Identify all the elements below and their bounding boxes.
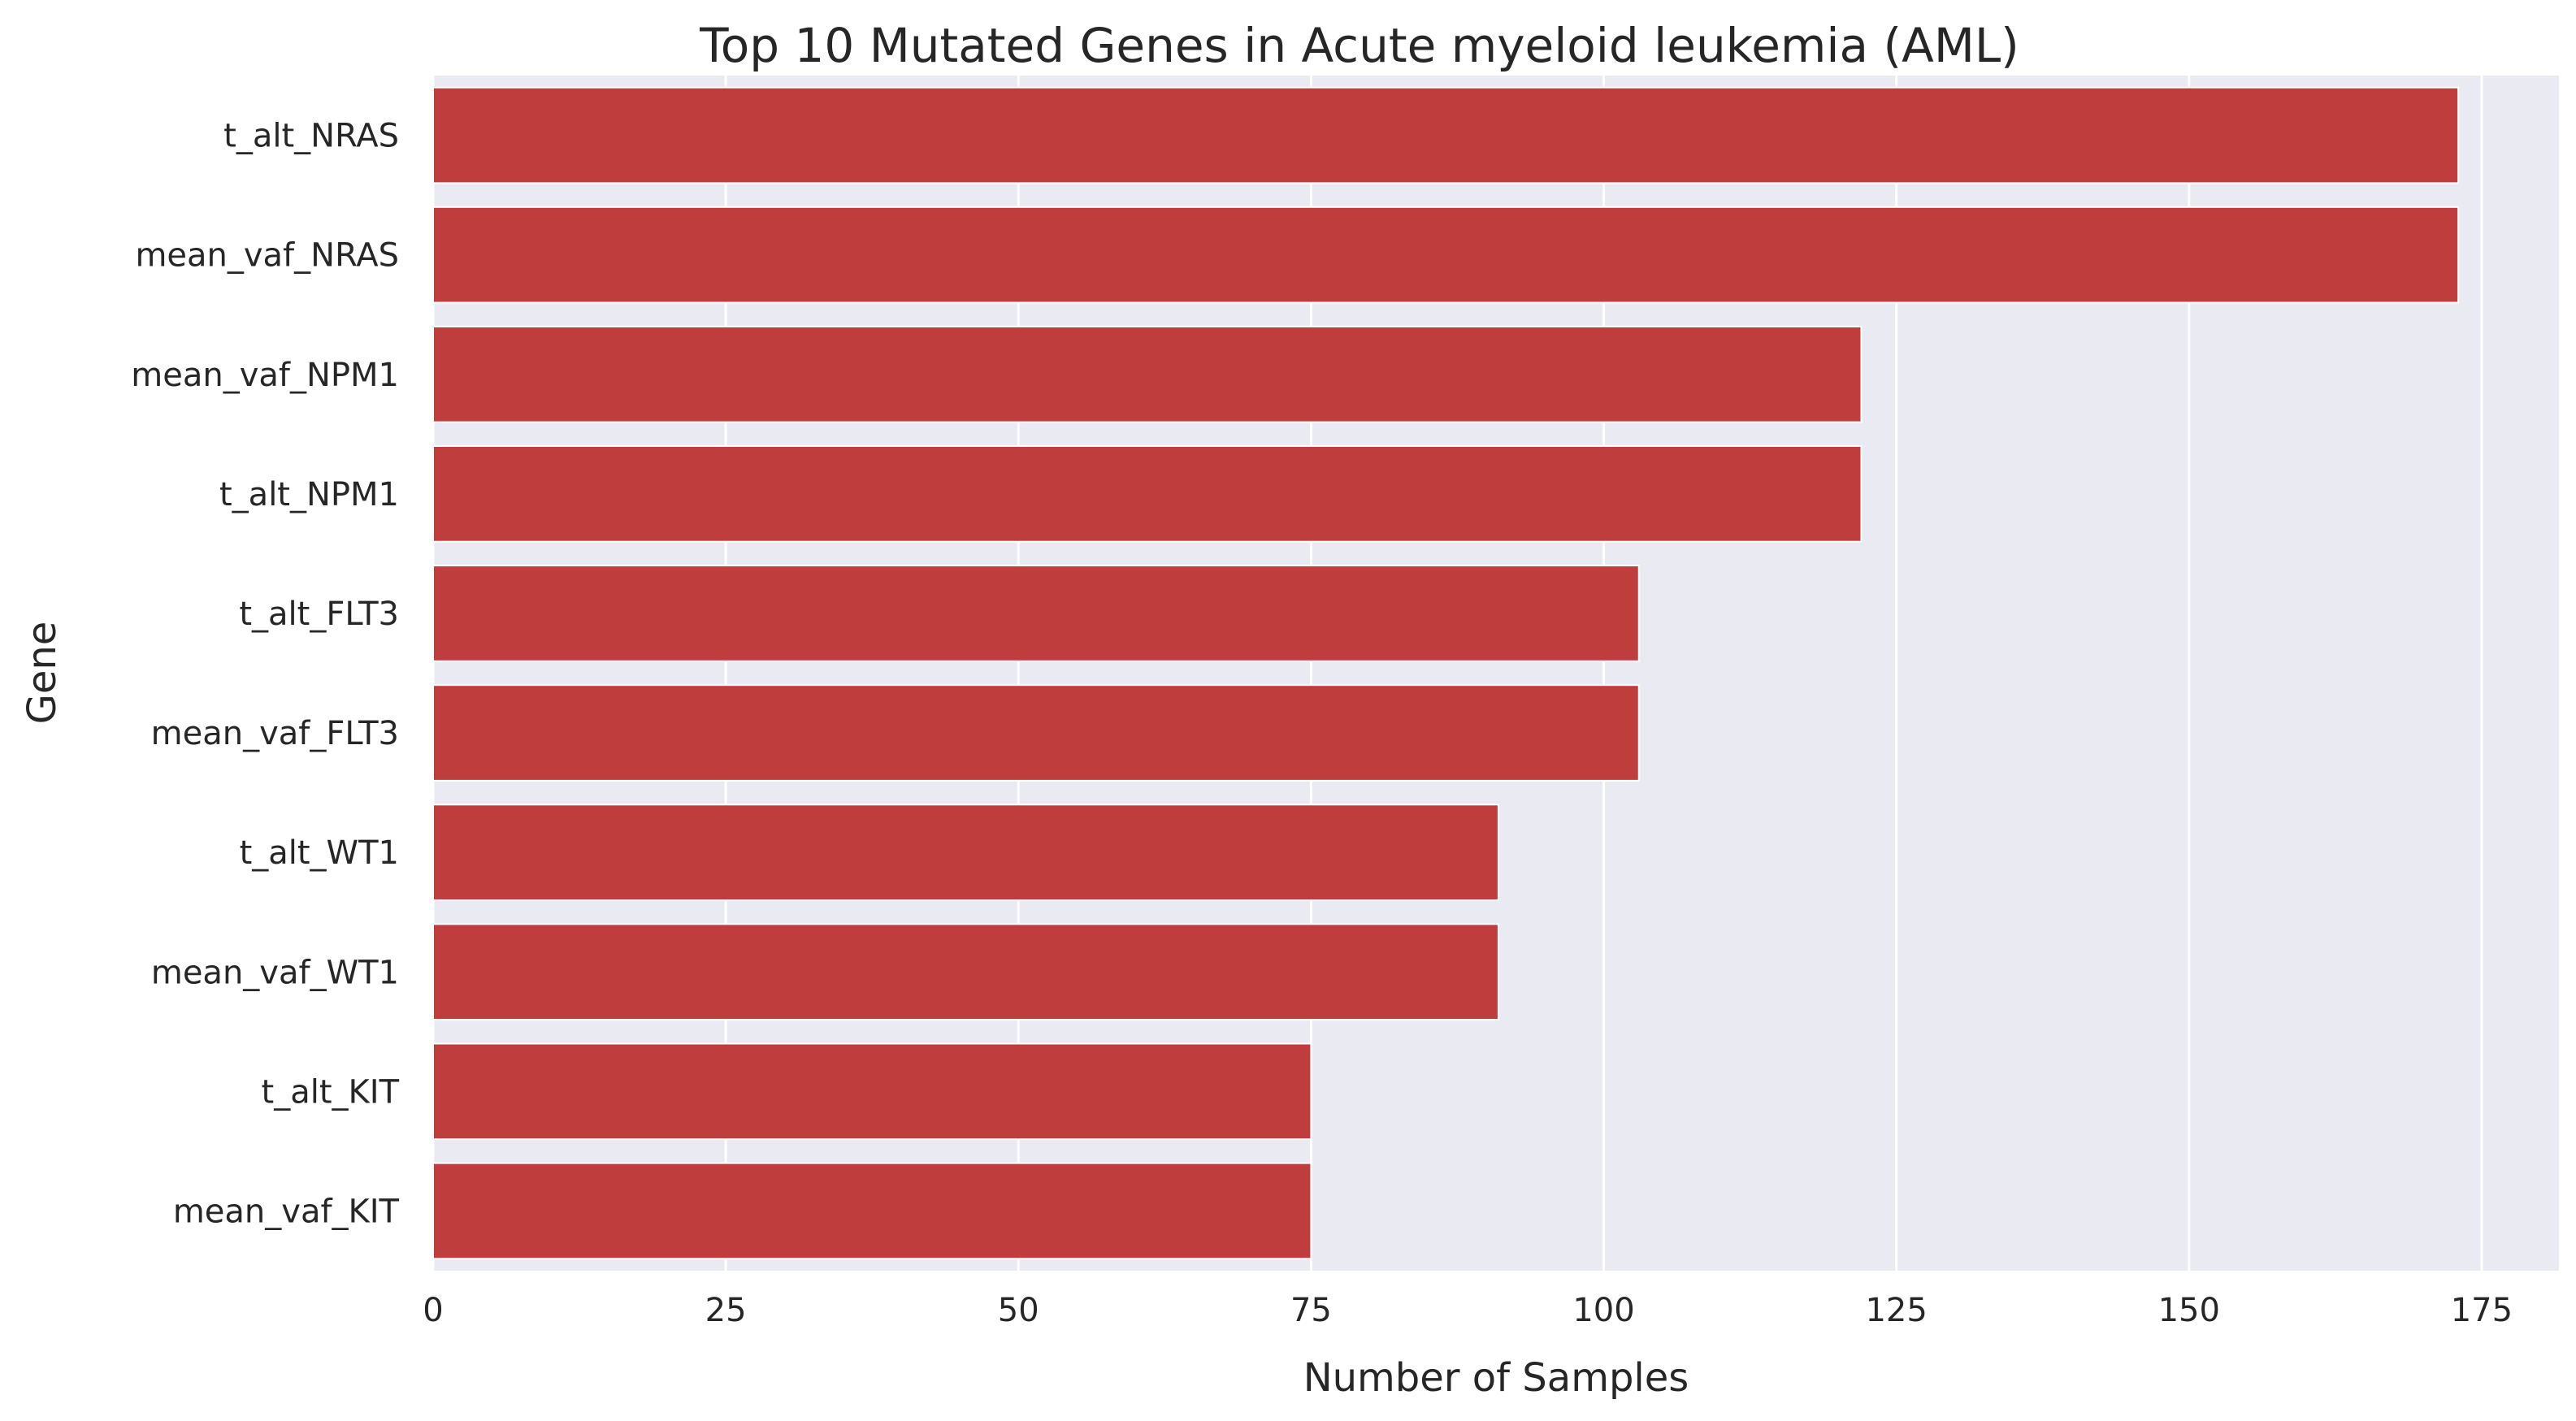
bar <box>432 325 1863 423</box>
x-axis-label: Number of Samples <box>1303 1355 1689 1401</box>
y-tick-label: t_alt_NRAS <box>223 118 399 155</box>
bar <box>432 445 1863 543</box>
chart-title: Top 10 Mutated Genes in Acute myeloid le… <box>699 18 2019 73</box>
bar <box>432 684 1640 782</box>
bar <box>432 1042 1312 1141</box>
bar <box>432 1162 1312 1260</box>
x-tick-labels: 0 25 50 75 100 125 150 175 <box>423 1292 2513 1329</box>
y-axis-label: Gene <box>20 622 65 725</box>
y-tick-labels: t_alt_NRAS mean_vaf_NRAS mean_vaf_NPM1 t_al… <box>131 118 399 1231</box>
x-tick-label: 100 <box>1572 1292 1634 1329</box>
x-tick-label: 25 <box>705 1292 747 1329</box>
bar <box>432 86 2460 184</box>
y-tick-label: mean_vaf_NPM1 <box>131 357 399 394</box>
x-tick-label: 125 <box>1865 1292 1927 1329</box>
y-tick-label: t_alt_FLT3 <box>239 596 399 633</box>
y-tick-label: t_alt_NPM1 <box>219 476 399 513</box>
x-tick-label: 0 <box>423 1292 443 1329</box>
y-tick-label: mean_vaf_KIT <box>173 1193 400 1230</box>
x-tick-label: 75 <box>1290 1292 1332 1329</box>
bar <box>432 923 1499 1021</box>
x-tick-label: 50 <box>998 1292 1039 1329</box>
bar <box>432 206 2460 304</box>
x-tick-label: 175 <box>2451 1292 2513 1329</box>
bars <box>432 86 2460 1260</box>
y-tick-label: t_alt_WT1 <box>240 834 399 872</box>
x-tick-label: 150 <box>2158 1292 2220 1329</box>
y-tick-label: mean_vaf_FLT3 <box>151 715 399 752</box>
bar <box>432 804 1499 901</box>
bar <box>432 565 1640 662</box>
y-tick-label: t_alt_KIT <box>262 1073 400 1111</box>
y-tick-label: mean_vaf_NRAS <box>135 237 399 275</box>
y-tick-label: mean_vaf_WT1 <box>151 954 399 991</box>
